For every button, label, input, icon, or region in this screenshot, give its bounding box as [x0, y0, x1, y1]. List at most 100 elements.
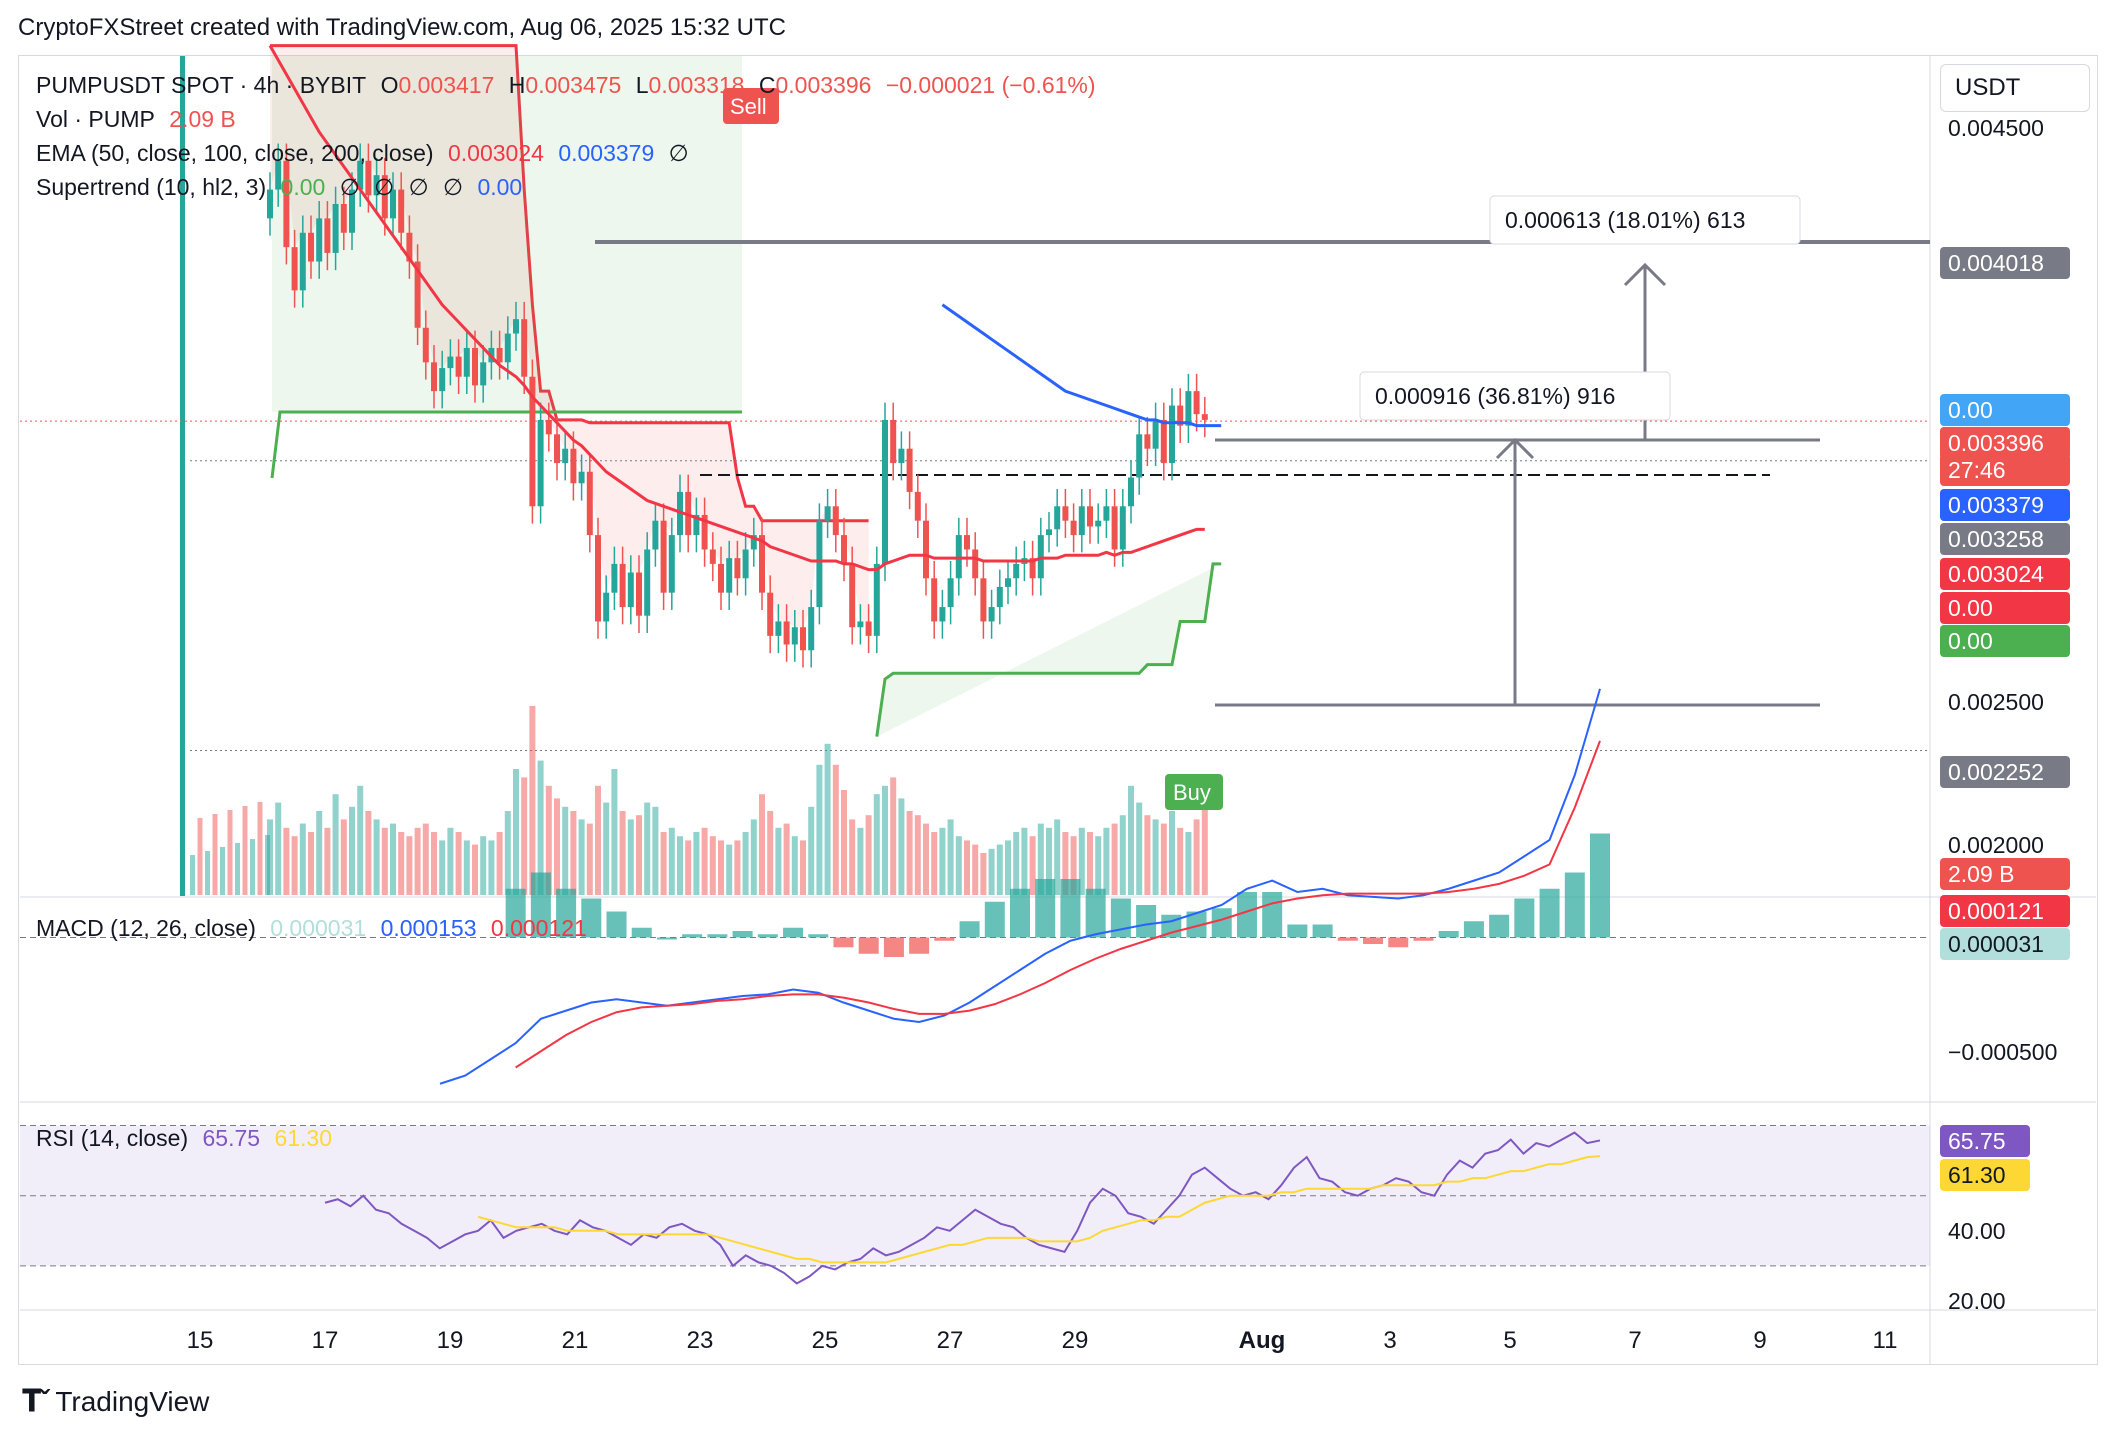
candle-body [759, 535, 765, 593]
volume-bar [212, 814, 218, 895]
macd-axis-label-text: 0.000121 [1948, 898, 2044, 924]
legend-macd-label[interactable]: MACD (12, 26, close) [36, 915, 256, 941]
volume-bar [455, 832, 462, 895]
volume-bar [332, 794, 339, 895]
volume-bar [931, 832, 938, 895]
candle-body [324, 218, 331, 253]
candle-body [447, 356, 454, 369]
legend-symbol[interactable]: PUMPUSDT SPOT · 4h · BYBIT [36, 72, 367, 98]
volume-bar [873, 794, 880, 895]
volume-bar [816, 764, 823, 895]
legend-rsi-ma: 61.30 [274, 1125, 333, 1151]
candle-body [365, 160, 372, 196]
rsi-axis-tick: 20.00 [1948, 1288, 2006, 1314]
legend-volume-label[interactable]: Vol · PUMP [36, 106, 155, 132]
volume-bar [923, 823, 929, 895]
currency-unit-button[interactable]: USDT [1940, 64, 2090, 112]
time-axis-tick: 27 [937, 1327, 964, 1354]
candle-body [660, 520, 667, 593]
legend-ema-label[interactable]: EMA (50, close, 100, close, 200, close) [36, 140, 434, 166]
legend-macd: 0.000153 [380, 915, 477, 941]
volume-bar [1177, 827, 1184, 895]
chart-header: CryptoFXStreet created with TradingView.… [18, 14, 786, 41]
volume-bar [619, 811, 626, 895]
macd-axis-tick: −0.000500 [1948, 1039, 2057, 1065]
volume-bar [759, 794, 765, 895]
candle-body [406, 232, 413, 262]
legend-macd-signal: 0.000121 [490, 915, 587, 941]
candle-body [906, 448, 913, 492]
candle-body [996, 586, 1003, 608]
legend-open: 0.003417 [398, 72, 495, 98]
volume-bar [406, 836, 413, 895]
volume-bar [939, 827, 946, 895]
buy-signal-label: Buy [1173, 780, 1211, 805]
volume-bar [1185, 832, 1192, 895]
price-axis-tick: 0.002000 [1948, 832, 2044, 858]
time-axis-tick: 5 [1503, 1327, 1516, 1354]
candle-body [1046, 529, 1052, 536]
macd-histogram-bar [1489, 914, 1510, 938]
legend-rsi-label[interactable]: RSI (14, close) [36, 1125, 189, 1151]
sell-signal-badge [723, 88, 779, 124]
price-axis-label-text: 0.003379 [1948, 492, 2044, 518]
legend-supertrend-na: ∅ [408, 174, 429, 200]
time-axis-tick: 17 [312, 1327, 339, 1354]
legend-macd-hist: 0.000031 [270, 915, 367, 941]
legend-volume-row: Vol · PUMP 2.09 B [36, 106, 244, 133]
pattern-measure-label: 0.000916 (36.81%) 916 [1375, 383, 1615, 409]
supertrend-down-fill [270, 45, 869, 628]
volume-bar [808, 806, 815, 895]
macd-histogram-bar [656, 937, 677, 940]
volume-bar [824, 743, 831, 895]
macd-histogram-bar [505, 888, 526, 938]
volume-bar [611, 769, 618, 895]
volume-bar [291, 836, 298, 895]
volume-bar [660, 832, 667, 895]
price-axis-label-text: 27:46 [1948, 457, 2006, 483]
candle-body [857, 621, 864, 628]
volume-bar [242, 806, 248, 895]
candle-body [586, 471, 593, 536]
footer-brand: 𝐓ˇ TradingView [22, 1385, 209, 1419]
macd-histogram-bar [707, 934, 728, 938]
candle-body [1169, 405, 1175, 464]
volume-bar [718, 840, 724, 895]
candle-body [890, 419, 897, 464]
volume-bar [1078, 827, 1085, 895]
legend-supertrend-label[interactable]: Supertrend (10, hl2, 3) [36, 174, 267, 200]
volume-bar [1128, 785, 1134, 895]
macd-histogram-bar [1262, 892, 1283, 938]
price-axis-label [1940, 394, 2070, 426]
legend-supertrend-value: 0.00 [477, 174, 523, 200]
legend-supertrend-value: 0.00 [280, 174, 326, 200]
candle-body [808, 607, 815, 651]
candle-body [849, 563, 856, 628]
candle-body [480, 362, 487, 386]
volume-bar [381, 827, 388, 895]
volume-bar [504, 811, 511, 895]
volume-bar [906, 811, 913, 895]
candle-body [800, 627, 806, 651]
candle-body [611, 563, 618, 593]
volume-bar [1005, 840, 1011, 895]
macd-axis-label-text: 0.000031 [1948, 931, 2044, 957]
legend-volume: 2.09 B [169, 106, 236, 132]
price-axis-tick: 0.004500 [1948, 115, 2044, 141]
rsi-axis-tick: 40.00 [1948, 1218, 2006, 1244]
candle-body [267, 189, 273, 219]
macd-line [439, 688, 1601, 1085]
macd-histogram-bar [757, 934, 778, 938]
volume-bar [1062, 832, 1069, 895]
candle-body [496, 347, 503, 363]
volume-bar [205, 851, 210, 895]
rsi-axis-label-text: 65.75 [1948, 1128, 2006, 1154]
candle-body [898, 448, 905, 464]
volume-bar [996, 844, 1003, 895]
legend-ema200: ∅ [668, 140, 689, 166]
candle-body [816, 520, 823, 608]
macd-axis-label [1940, 928, 2070, 960]
macd-signal-line [515, 740, 1601, 1069]
candle-body [275, 160, 282, 190]
